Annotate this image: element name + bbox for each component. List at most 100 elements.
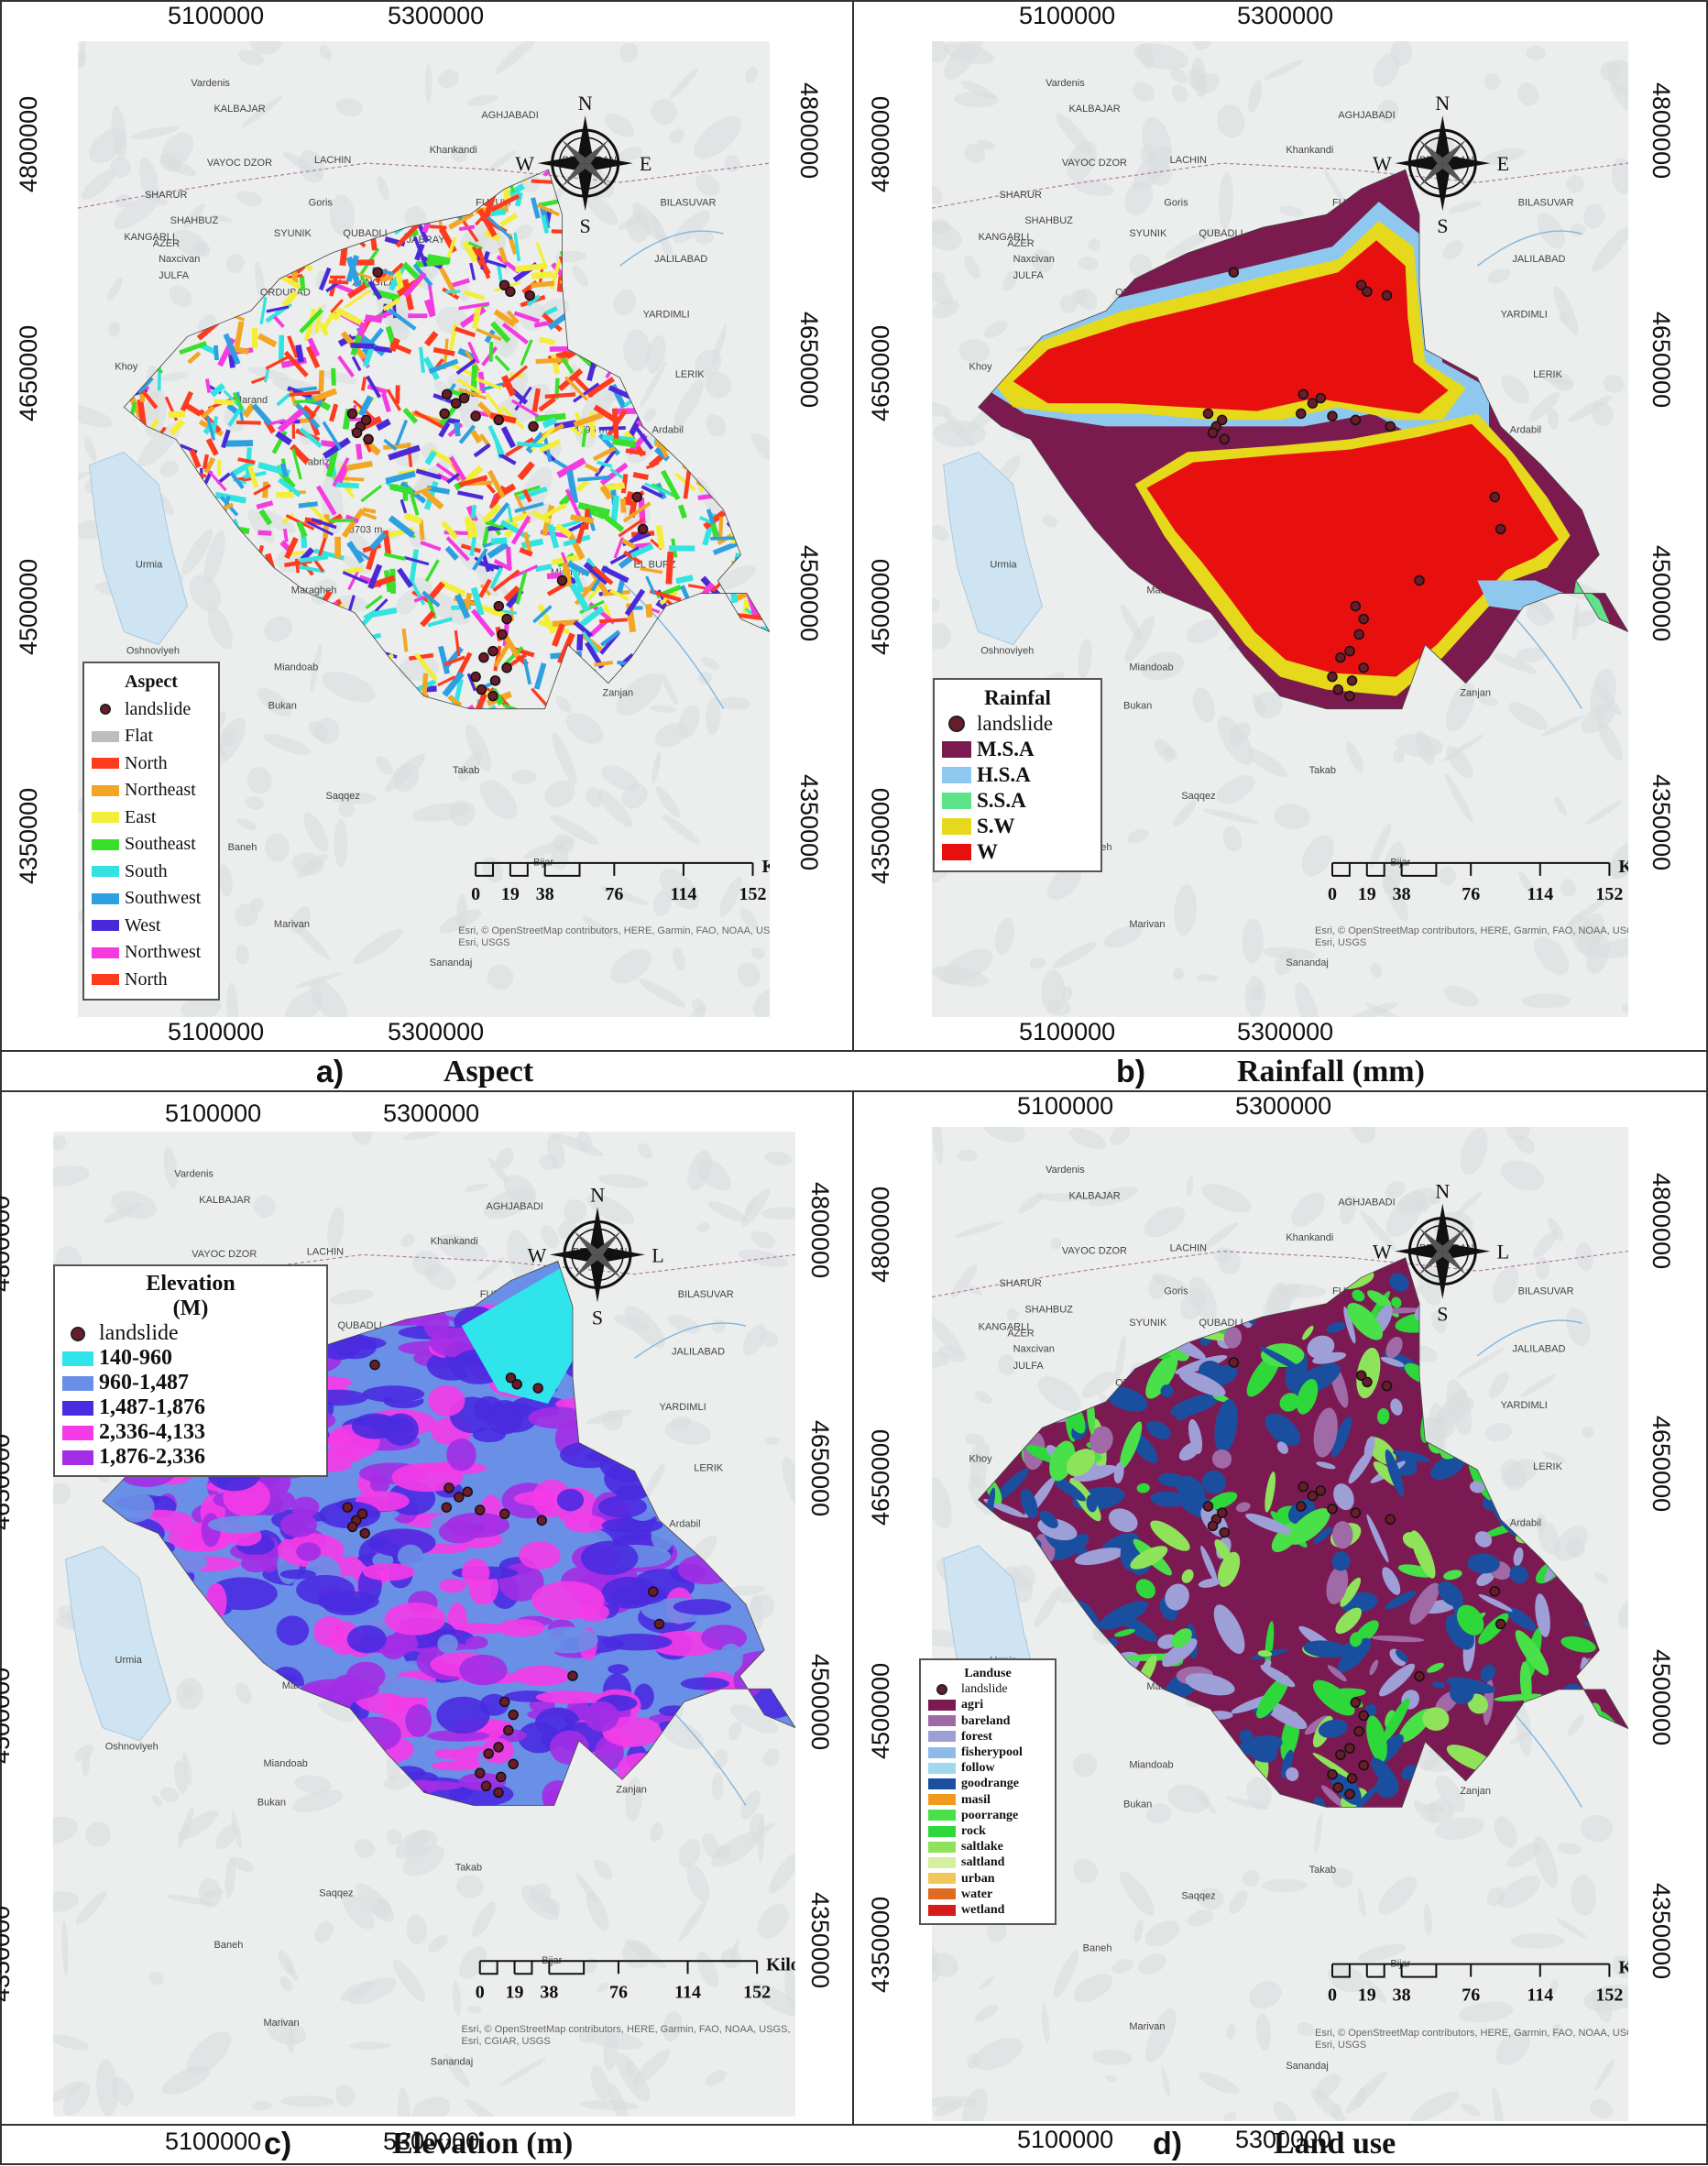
legend-label: bareland — [961, 1713, 1010, 1729]
landslide-point — [479, 653, 488, 662]
landslide-point — [533, 1384, 542, 1393]
scale-label: 19 — [501, 884, 520, 904]
landslide-point — [440, 409, 449, 418]
landslide-point — [482, 1781, 491, 1790]
attribution-text: Esri, CGIAR, USGS — [462, 2036, 551, 2047]
elevation-patch — [598, 1495, 647, 1517]
place-label: JALILABAD — [1512, 254, 1565, 265]
compass-n: N — [1435, 92, 1450, 115]
legend-title: Landuse — [928, 1666, 1047, 1681]
scale-label: 0 — [471, 884, 480, 904]
landslide-point — [1383, 1382, 1392, 1391]
elevation-patch — [519, 1541, 561, 1569]
landslide-point — [1363, 287, 1372, 296]
x-tick-label-bottom: 5100000 — [1017, 2126, 1113, 2154]
caption-letter: b) — [1116, 1055, 1145, 1090]
landslide-point — [1316, 1486, 1325, 1495]
y-tick-label-left: 4800000 — [867, 1187, 895, 1283]
place-label: Khoy — [969, 362, 993, 373]
elevation-patch — [681, 1678, 729, 1690]
place-label: LERIK — [1533, 369, 1562, 380]
compass-n: N — [590, 1183, 605, 1206]
compass-e: L — [1497, 1241, 1509, 1264]
landslide-point — [471, 673, 480, 682]
landslide-point — [1351, 1698, 1360, 1707]
landslide-point — [471, 411, 480, 421]
y-tick-label-right: 4800000 — [794, 82, 823, 179]
place-label: Miandoab — [264, 1758, 308, 1769]
scale-label: 114 — [670, 884, 696, 904]
aspect-cell — [257, 531, 271, 536]
place-label: SYUNIK — [1129, 228, 1167, 239]
y-tick-label-right: 4650000 — [805, 1420, 834, 1516]
scale-unit: Kilometers — [1618, 1958, 1628, 1978]
elevation-patch — [291, 1497, 320, 1518]
legend-label: masil — [961, 1792, 991, 1808]
legend-swatch — [92, 731, 119, 742]
legend-label: Flat — [125, 723, 153, 750]
legend-item: Northeast — [92, 777, 211, 804]
place-label: VAYOC DZOR — [192, 1249, 257, 1260]
landslide-point — [1490, 492, 1499, 501]
place-label: Baneh — [1083, 1942, 1112, 1953]
landslide-point — [1496, 1620, 1505, 1629]
legend-item: Southeast — [92, 831, 211, 859]
legend-swatch — [62, 1351, 93, 1366]
elevation-patch — [241, 1554, 270, 1572]
place-label: Vardenis — [174, 1169, 214, 1180]
x-tick-label-top: 5300000 — [1237, 2, 1333, 30]
elevation-patch — [537, 1626, 598, 1653]
landslide-point — [494, 602, 503, 611]
aspect-cell — [318, 370, 324, 392]
place-label: Oshnoviyeh — [105, 1742, 159, 1753]
caption-title: Aspect — [443, 1055, 533, 1089]
legend-item: bareland — [928, 1713, 1047, 1729]
landslide-point — [442, 1503, 451, 1512]
legend-label: 140-960 — [99, 1346, 172, 1371]
landslide-point — [454, 1493, 464, 1502]
attribution-text: Esri, USGS — [1315, 2040, 1366, 2051]
landslide-point — [494, 1788, 503, 1797]
scale-label: 152 — [743, 1982, 771, 2002]
landslide-point — [1203, 409, 1212, 418]
place-label: Sanandaj — [1286, 957, 1329, 968]
place-label: SHAHBUZ — [1024, 215, 1073, 226]
y-tick-label-right: 4800000 — [1647, 82, 1675, 179]
legend-swatch — [92, 812, 119, 823]
aspect-cell — [489, 342, 493, 362]
legend-swatch — [928, 1794, 956, 1805]
y-tick-label-left: 4350000 — [867, 788, 895, 884]
elevation-patch — [536, 1690, 601, 1703]
caption-title: Rainfall (mm) — [1237, 1055, 1425, 1089]
place-label: Khoy — [115, 362, 138, 373]
y-tick-label-right: 4350000 — [1647, 1883, 1675, 1979]
place-label: YARDIMLI — [1501, 309, 1548, 320]
legend-item: urban — [928, 1871, 1047, 1887]
landslide-point — [484, 1749, 493, 1758]
compass-w: W — [1373, 1241, 1392, 1264]
y-tick-label-right: 4350000 — [805, 1892, 834, 1988]
legend-label: forest — [961, 1729, 992, 1745]
aspect-cell — [223, 440, 253, 447]
legend-label: 960-1,487 — [99, 1371, 189, 1395]
compass-n: N — [1435, 1180, 1450, 1203]
place-label: Saqqez — [1181, 791, 1215, 802]
legend-label: W — [977, 839, 998, 865]
legend-label: 2,336-4,133 — [99, 1420, 205, 1445]
legend-item: masil — [928, 1792, 1047, 1808]
legend-swatch — [928, 1826, 956, 1837]
landslide-point — [558, 576, 567, 585]
elevation-patch — [363, 1563, 415, 1581]
legend-swatch — [92, 839, 119, 850]
legend-swatch — [62, 1426, 93, 1440]
aspect-cell — [217, 460, 221, 476]
landslide-point — [1345, 1744, 1354, 1753]
place-label: Urmia — [990, 560, 1017, 571]
place-label: AZER — [153, 238, 180, 249]
scale-label: 76 — [1462, 1986, 1480, 2006]
landslide-point — [347, 409, 356, 418]
legend-item: fisherypool — [928, 1745, 1047, 1760]
place-label: BILASUVAR — [678, 1289, 734, 1300]
landslide-point — [1336, 1750, 1345, 1759]
